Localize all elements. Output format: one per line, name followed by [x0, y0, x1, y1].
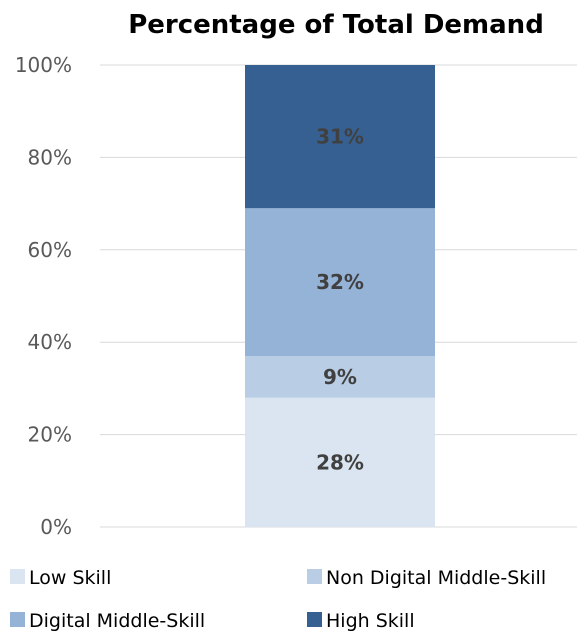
y-tick-label-40: 40% — [28, 330, 72, 354]
bar-segments — [245, 65, 435, 527]
data-label-high-skill: 31% — [316, 125, 364, 149]
y-tick-label-60: 60% — [28, 238, 72, 262]
legend-swatch-high-skill — [307, 612, 322, 627]
legend-item-high-skill: High Skill — [307, 610, 415, 632]
legend-item-low-skill: Low Skill — [10, 567, 111, 589]
y-tick-label-20: 20% — [28, 423, 72, 447]
y-tick-label-0: 0% — [40, 515, 72, 539]
y-axis-tick-labels: 0% 20% 40% 60% 80% 100% — [15, 53, 72, 539]
legend-swatch-low-skill — [10, 569, 25, 584]
legend: Low Skill Non Digital Middle-Skill Digital… — [10, 567, 546, 632]
legend-item-digital-middle-skill: Digital Middle-Skill — [10, 610, 205, 632]
legend-swatch-non-digital-middle-skill — [307, 569, 322, 584]
data-labels: 28% 9% 32% 31% — [316, 125, 364, 475]
legend-item-non-digital-middle-skill: Non Digital Middle-Skill — [307, 567, 546, 589]
legend-label-digital-middle-skill: Digital Middle-Skill — [29, 610, 205, 632]
bar-segment-digital-middle-skill — [245, 208, 435, 357]
bar-segment-non-digital-middle-skill — [245, 356, 435, 398]
legend-swatch-digital-middle-skill — [10, 612, 25, 627]
bar-segment-low-skill — [245, 397, 435, 527]
legend-label-low-skill: Low Skill — [29, 567, 111, 589]
y-tick-label-100: 100% — [15, 53, 72, 77]
data-label-digital-middle-skill: 32% — [316, 270, 364, 294]
legend-label-non-digital-middle-skill: Non Digital Middle-Skill — [326, 567, 546, 589]
data-label-non-digital-middle-skill: 9% — [323, 365, 357, 389]
bar-segment-high-skill — [245, 65, 435, 209]
chart-title: Percentage of Total Demand — [128, 10, 544, 40]
legend-label-high-skill: High Skill — [326, 610, 415, 632]
data-label-low-skill: 28% — [316, 450, 364, 474]
y-tick-label-80: 80% — [28, 145, 72, 169]
